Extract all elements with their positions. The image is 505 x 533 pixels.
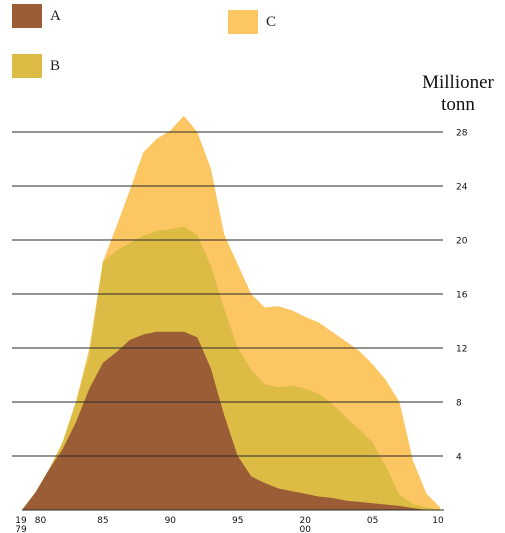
legend-label-c: C [266,13,277,30]
legend-swatch-c [228,10,258,34]
y-axis-unit-line-2: tonn [441,94,475,115]
legend-label-b: B [50,57,61,74]
x-tick-label-1995: 95 [232,516,243,526]
x-tick-label-2005: 05 [367,516,378,526]
y-tick-label-8: 8 [456,399,462,409]
legend-item-c: C [228,10,276,34]
x-tick-label-2000: 20 00 [299,516,311,533]
x-tick-layer: 19 79 80 85 90 95 20 00 05 10 [15,516,444,533]
area-layer [22,115,440,511]
y-tick-label-24: 24 [456,183,468,193]
y-tick-label-12: 12 [456,345,467,355]
y-tick-label-4: 4 [456,453,462,463]
legend-item-a: A [12,4,61,28]
y-tick-label-28: 28 [456,129,468,139]
x-tick-label-1979: 19 79 [15,516,27,533]
y-axis-unit-line-1: Millioner [422,72,494,93]
legend-swatch-b [12,54,42,78]
x-tick-label-1990: 90 [165,516,177,526]
x-tick-label-1980: 80 [35,516,47,526]
y-tick-label-20: 20 [456,237,468,247]
x-tick-label-2010: 10 [432,516,444,526]
legend-swatch-a [12,4,42,28]
legend-item-b: B [12,54,60,78]
y-axis-unit-label: Millioner tonn [418,72,498,116]
y-tick-label-16: 16 [456,291,468,301]
gridline-layer [12,131,444,511]
y-tick-layer: 4 8 12 16 20 24 28 [456,129,468,463]
legend-label-a: A [50,7,61,24]
area-series-a [22,331,440,510]
x-tick-label-1985: 85 [97,516,108,526]
